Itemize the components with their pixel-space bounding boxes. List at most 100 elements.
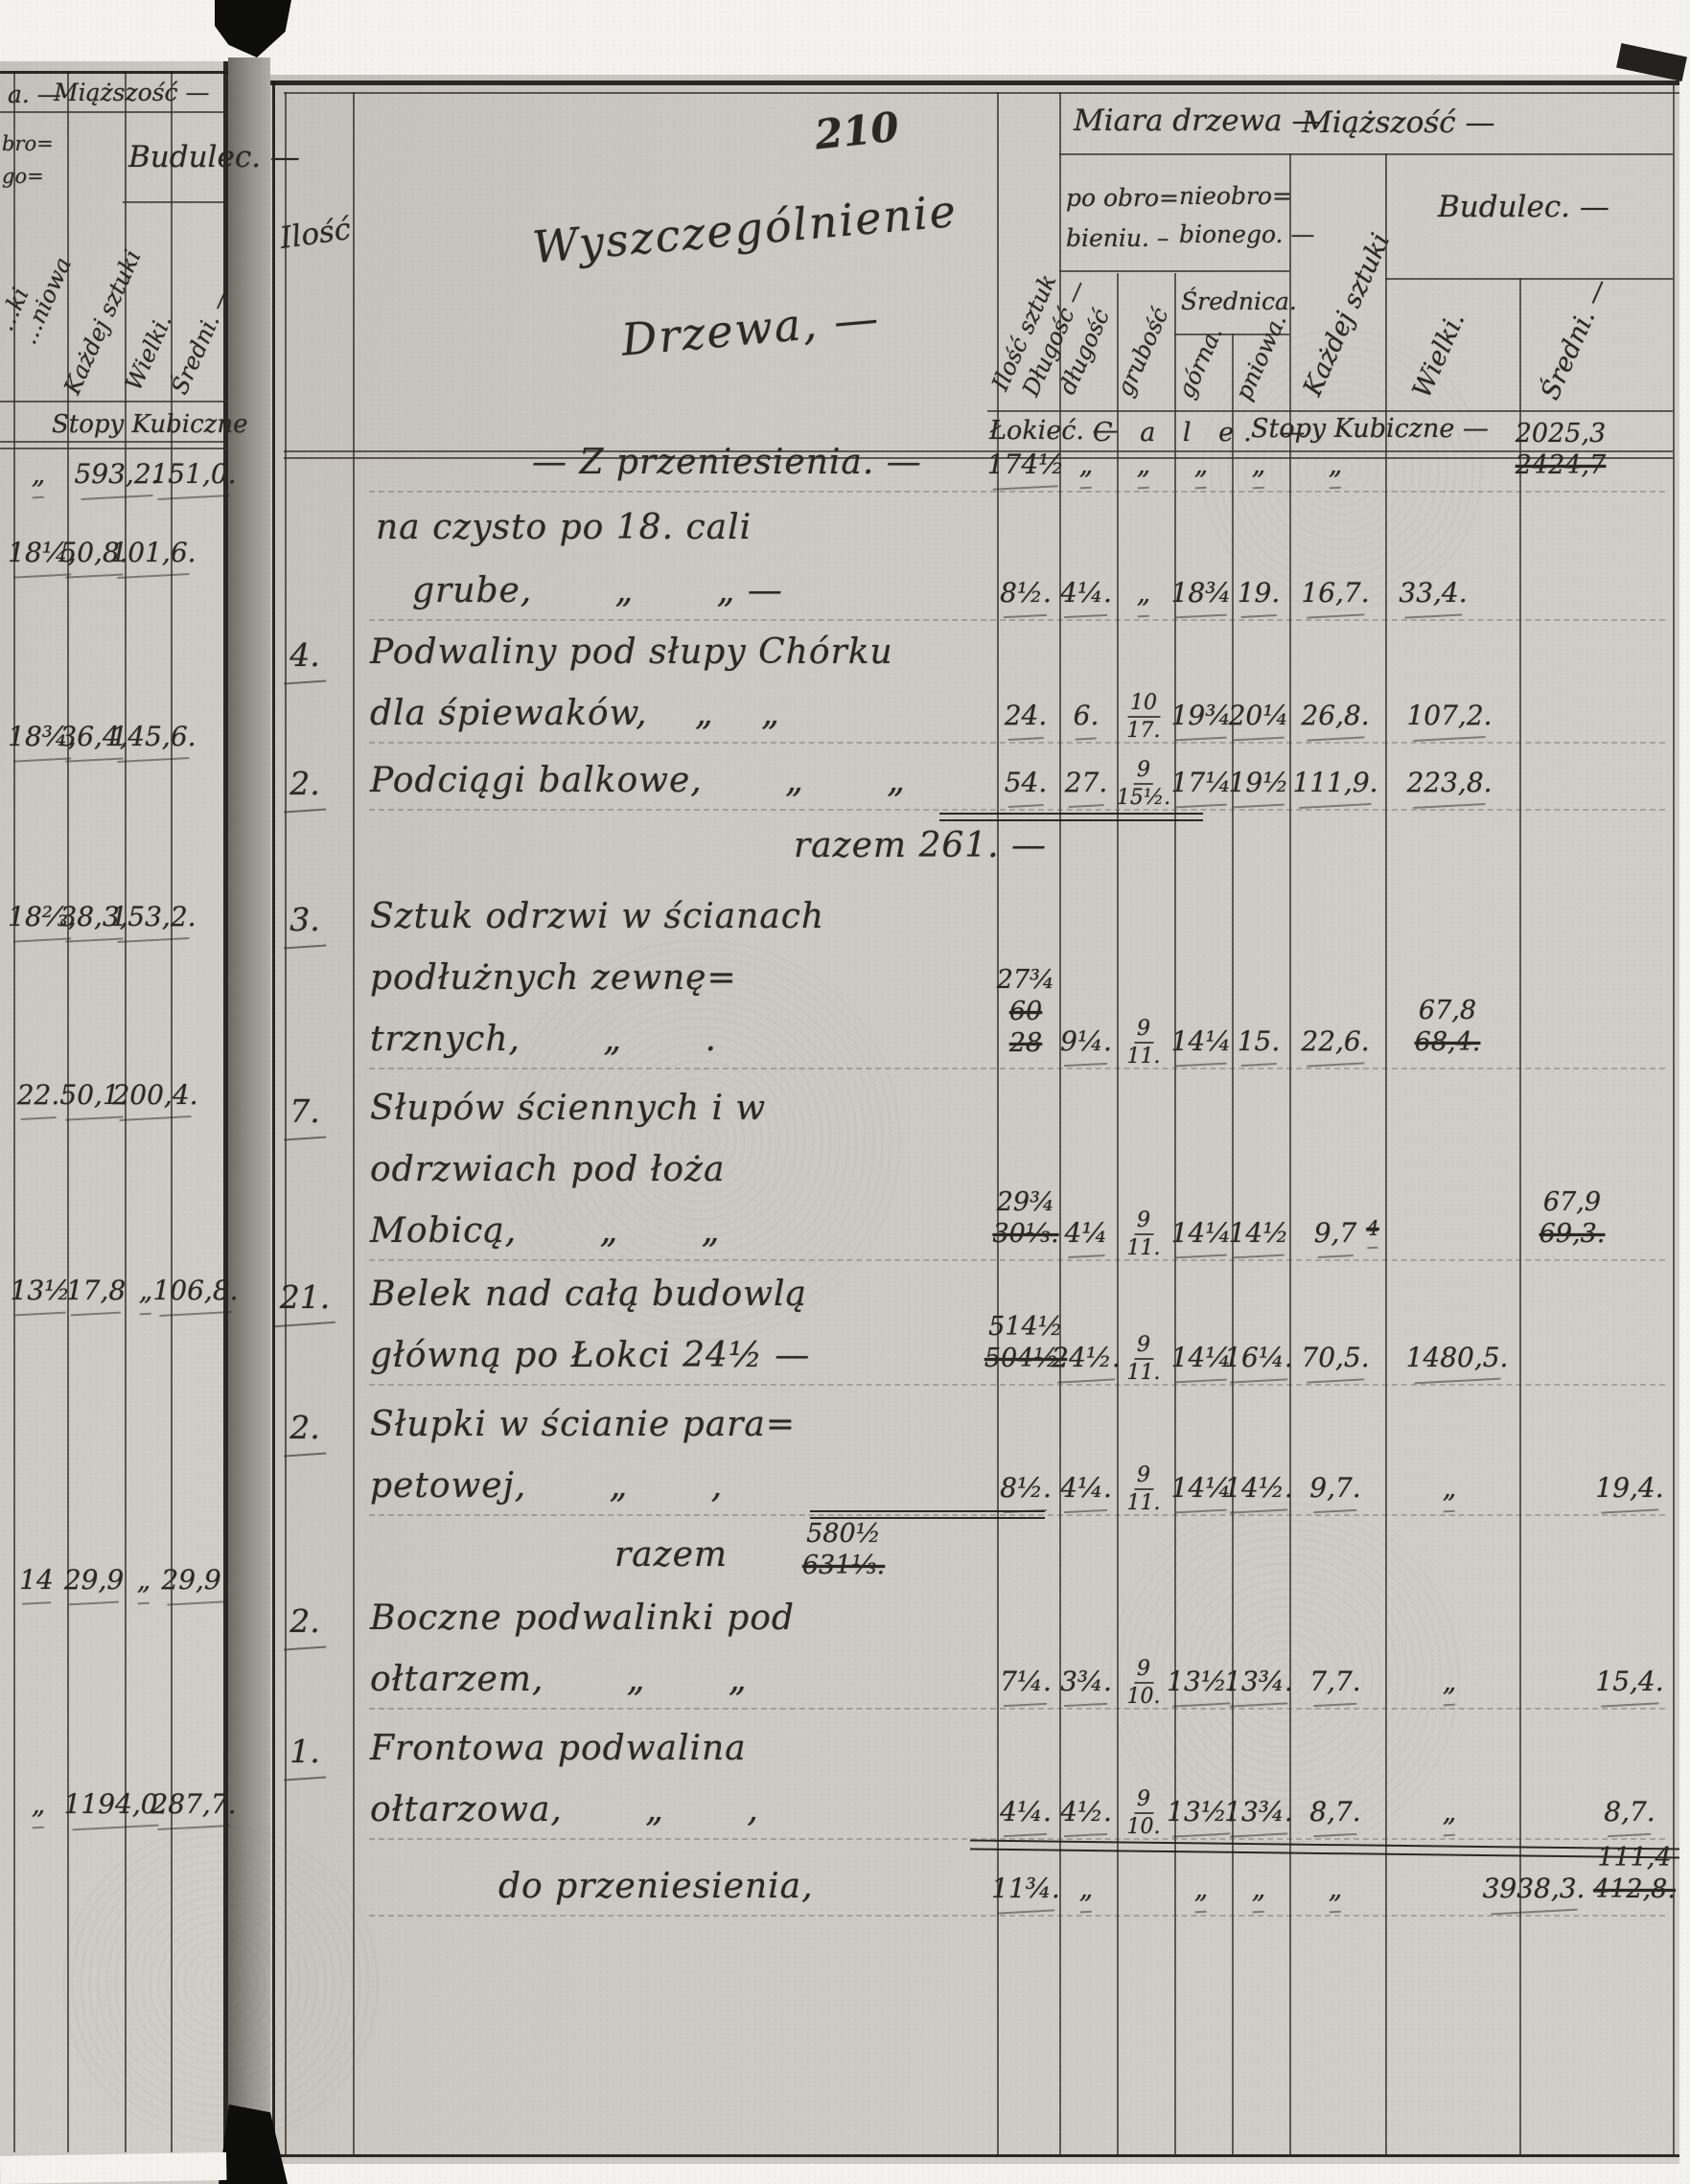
entry-guide-line bbox=[369, 1838, 1665, 1840]
value-wielki: 33,4. bbox=[1399, 577, 1468, 609]
value-gorna: 17¼ bbox=[1170, 767, 1232, 798]
divider bbox=[0, 71, 228, 74]
entry-qty: 2. bbox=[289, 765, 320, 802]
value-lokiec: 11¾. bbox=[991, 1873, 1060, 1904]
divider bbox=[0, 401, 228, 402]
value-lokiec: 24. bbox=[1004, 700, 1048, 731]
left-header-fragment: a. — bbox=[8, 80, 61, 108]
value-kazdej: 7,7. bbox=[1309, 1666, 1361, 1697]
value-lokiec: 4¼. bbox=[1000, 1796, 1052, 1828]
entry-text: Słupów ściennych i w bbox=[370, 1089, 767, 1128]
value-wielki: „ bbox=[1442, 1796, 1457, 1828]
divider bbox=[987, 410, 1673, 412]
value-pniowa: „ bbox=[1251, 1873, 1266, 1904]
left-page-value: 1194,0. bbox=[63, 1788, 167, 1820]
left-page-paper bbox=[0, 61, 228, 2184]
value-wielki: 223,8. bbox=[1406, 767, 1493, 798]
value-dlugosc: 4¼. bbox=[1060, 577, 1112, 609]
value-pniowa: 20¼ bbox=[1228, 700, 1289, 731]
divider bbox=[171, 71, 173, 2152]
divider bbox=[1519, 278, 1521, 2154]
value-wielki: „ bbox=[1442, 1472, 1457, 1504]
value-grubosc: 9 15½. bbox=[1116, 758, 1171, 810]
value-wielki: 107,2. bbox=[1406, 700, 1493, 731]
value-lokiec: 8½. bbox=[1000, 1472, 1052, 1504]
value-wielki: 3938,3. bbox=[1482, 1873, 1586, 1904]
left-page-value: 101,6. bbox=[110, 537, 197, 568]
value-kazdej: „ bbox=[1328, 448, 1343, 480]
value-kazdej: 4 bbox=[1366, 1217, 1379, 1240]
left-header-fragment: bro= bbox=[2, 132, 54, 155]
entry-text: Podciągi balkowe, „ „ bbox=[370, 761, 906, 800]
left-header-fragment: go= bbox=[2, 165, 44, 188]
entry-text: Boczne podwalinki pod bbox=[370, 1598, 795, 1638]
entry-guide-line bbox=[369, 1068, 1665, 1069]
value-dlugosc: 6. bbox=[1073, 700, 1100, 731]
left-page-value: 22. bbox=[16, 1079, 60, 1111]
entry-guide-line bbox=[369, 1708, 1665, 1710]
value-gorna: 14¼ bbox=[1170, 1217, 1232, 1249]
divider bbox=[1117, 273, 1119, 2154]
left-page-value: 29,9. bbox=[161, 1564, 230, 1596]
value-grubosc: 9 11. bbox=[1126, 1208, 1161, 1260]
subtotal-value: 580½ 631⅓. bbox=[801, 1519, 886, 1580]
value-dlugosc: 3¾. bbox=[1060, 1666, 1112, 1697]
entry-text: ołtarzem, „ „ bbox=[370, 1660, 748, 1699]
divider bbox=[1174, 333, 1289, 335]
left-page-value: 29,9 bbox=[63, 1564, 125, 1596]
value-lokiec: 29¾ 30⅓. bbox=[992, 1187, 1059, 1249]
column-header-miara-drzewa: Miara drzewa — bbox=[1074, 103, 1322, 138]
value-pniowa: 14½. bbox=[1224, 1472, 1293, 1504]
value-dlugosc: „ bbox=[1078, 1873, 1094, 1904]
value-grubosc: 9 11. bbox=[1126, 1333, 1161, 1385]
bottom-margin bbox=[0, 2151, 227, 2184]
value-dlugosc: 9¼. bbox=[1060, 1025, 1112, 1057]
entry-text: podłużnych zewnę= bbox=[370, 958, 737, 998]
entry-text: Frontowa podwalina bbox=[370, 1729, 747, 1768]
entry-text: Słupki w ścianie para= bbox=[370, 1405, 796, 1444]
right-page-top-edge bbox=[270, 80, 1679, 85]
column-header-po-obrobieniu: po obro= bbox=[1066, 184, 1180, 212]
left-header-budulec: Budulec. — bbox=[128, 140, 300, 174]
divider bbox=[353, 92, 355, 2154]
column-header-po-obrobieniu-2: bieniu. – bbox=[1066, 224, 1169, 252]
double-rule bbox=[939, 819, 1203, 821]
value-gorna: „ bbox=[1193, 1873, 1209, 1904]
value-grubosc: „ bbox=[1136, 448, 1151, 480]
entry-qty: 3. bbox=[289, 901, 320, 938]
value-kazdej: 16,7. bbox=[1301, 577, 1370, 609]
value-kazdej: 9,7 bbox=[1313, 1217, 1357, 1249]
value-sredni: 19,4. bbox=[1595, 1472, 1664, 1504]
divider bbox=[284, 92, 1679, 94]
divider bbox=[285, 92, 287, 2154]
entry-text: Mobicą, „ „ bbox=[370, 1211, 721, 1251]
divider bbox=[1174, 273, 1176, 2154]
left-page-value: 14 bbox=[19, 1564, 54, 1596]
left-page-value: 593,2. bbox=[74, 458, 160, 490]
entry-qty: 2. bbox=[289, 1409, 320, 1446]
value-grubosc: 10 17. bbox=[1126, 691, 1161, 743]
entry-text: Belek nad całą budowlą bbox=[370, 1275, 807, 1314]
divider bbox=[67, 71, 69, 2152]
double-rule bbox=[810, 1510, 1045, 1512]
entry-text: Sztuk odrzwi w ścianach bbox=[370, 897, 825, 936]
entry-text: ołtarzowa, „ , bbox=[370, 1790, 759, 1829]
units-lokiec: Łokieć. — bbox=[989, 416, 1119, 446]
value-pniowa: 14½ bbox=[1228, 1217, 1289, 1249]
entry-text: trznych, „ . bbox=[370, 1020, 717, 1059]
entry-text: do przeniesienia, bbox=[498, 1867, 814, 1906]
value-dlugosc: 4¼ bbox=[1064, 1217, 1108, 1249]
value-wielki: „ bbox=[1442, 1666, 1457, 1697]
binding-gutter bbox=[228, 57, 270, 2184]
column-header-miazszosc: Miąższość — bbox=[1302, 105, 1495, 140]
value-gorna: 19¾ bbox=[1170, 700, 1232, 731]
divider bbox=[1289, 153, 1291, 2154]
value-grubosc: „ bbox=[1136, 577, 1151, 609]
entry-text: główną po Łokci 24½ — bbox=[370, 1336, 811, 1375]
value-grubosc: 9 11. bbox=[1126, 1017, 1161, 1069]
value-dlugosc: 24½. bbox=[1052, 1342, 1121, 1373]
value-pniowa: „ bbox=[1251, 448, 1266, 480]
value-pniowa: 13¾. bbox=[1224, 1796, 1293, 1828]
value-sredni: 15,4. bbox=[1595, 1666, 1664, 1697]
value-pniowa: 19. bbox=[1237, 577, 1281, 609]
